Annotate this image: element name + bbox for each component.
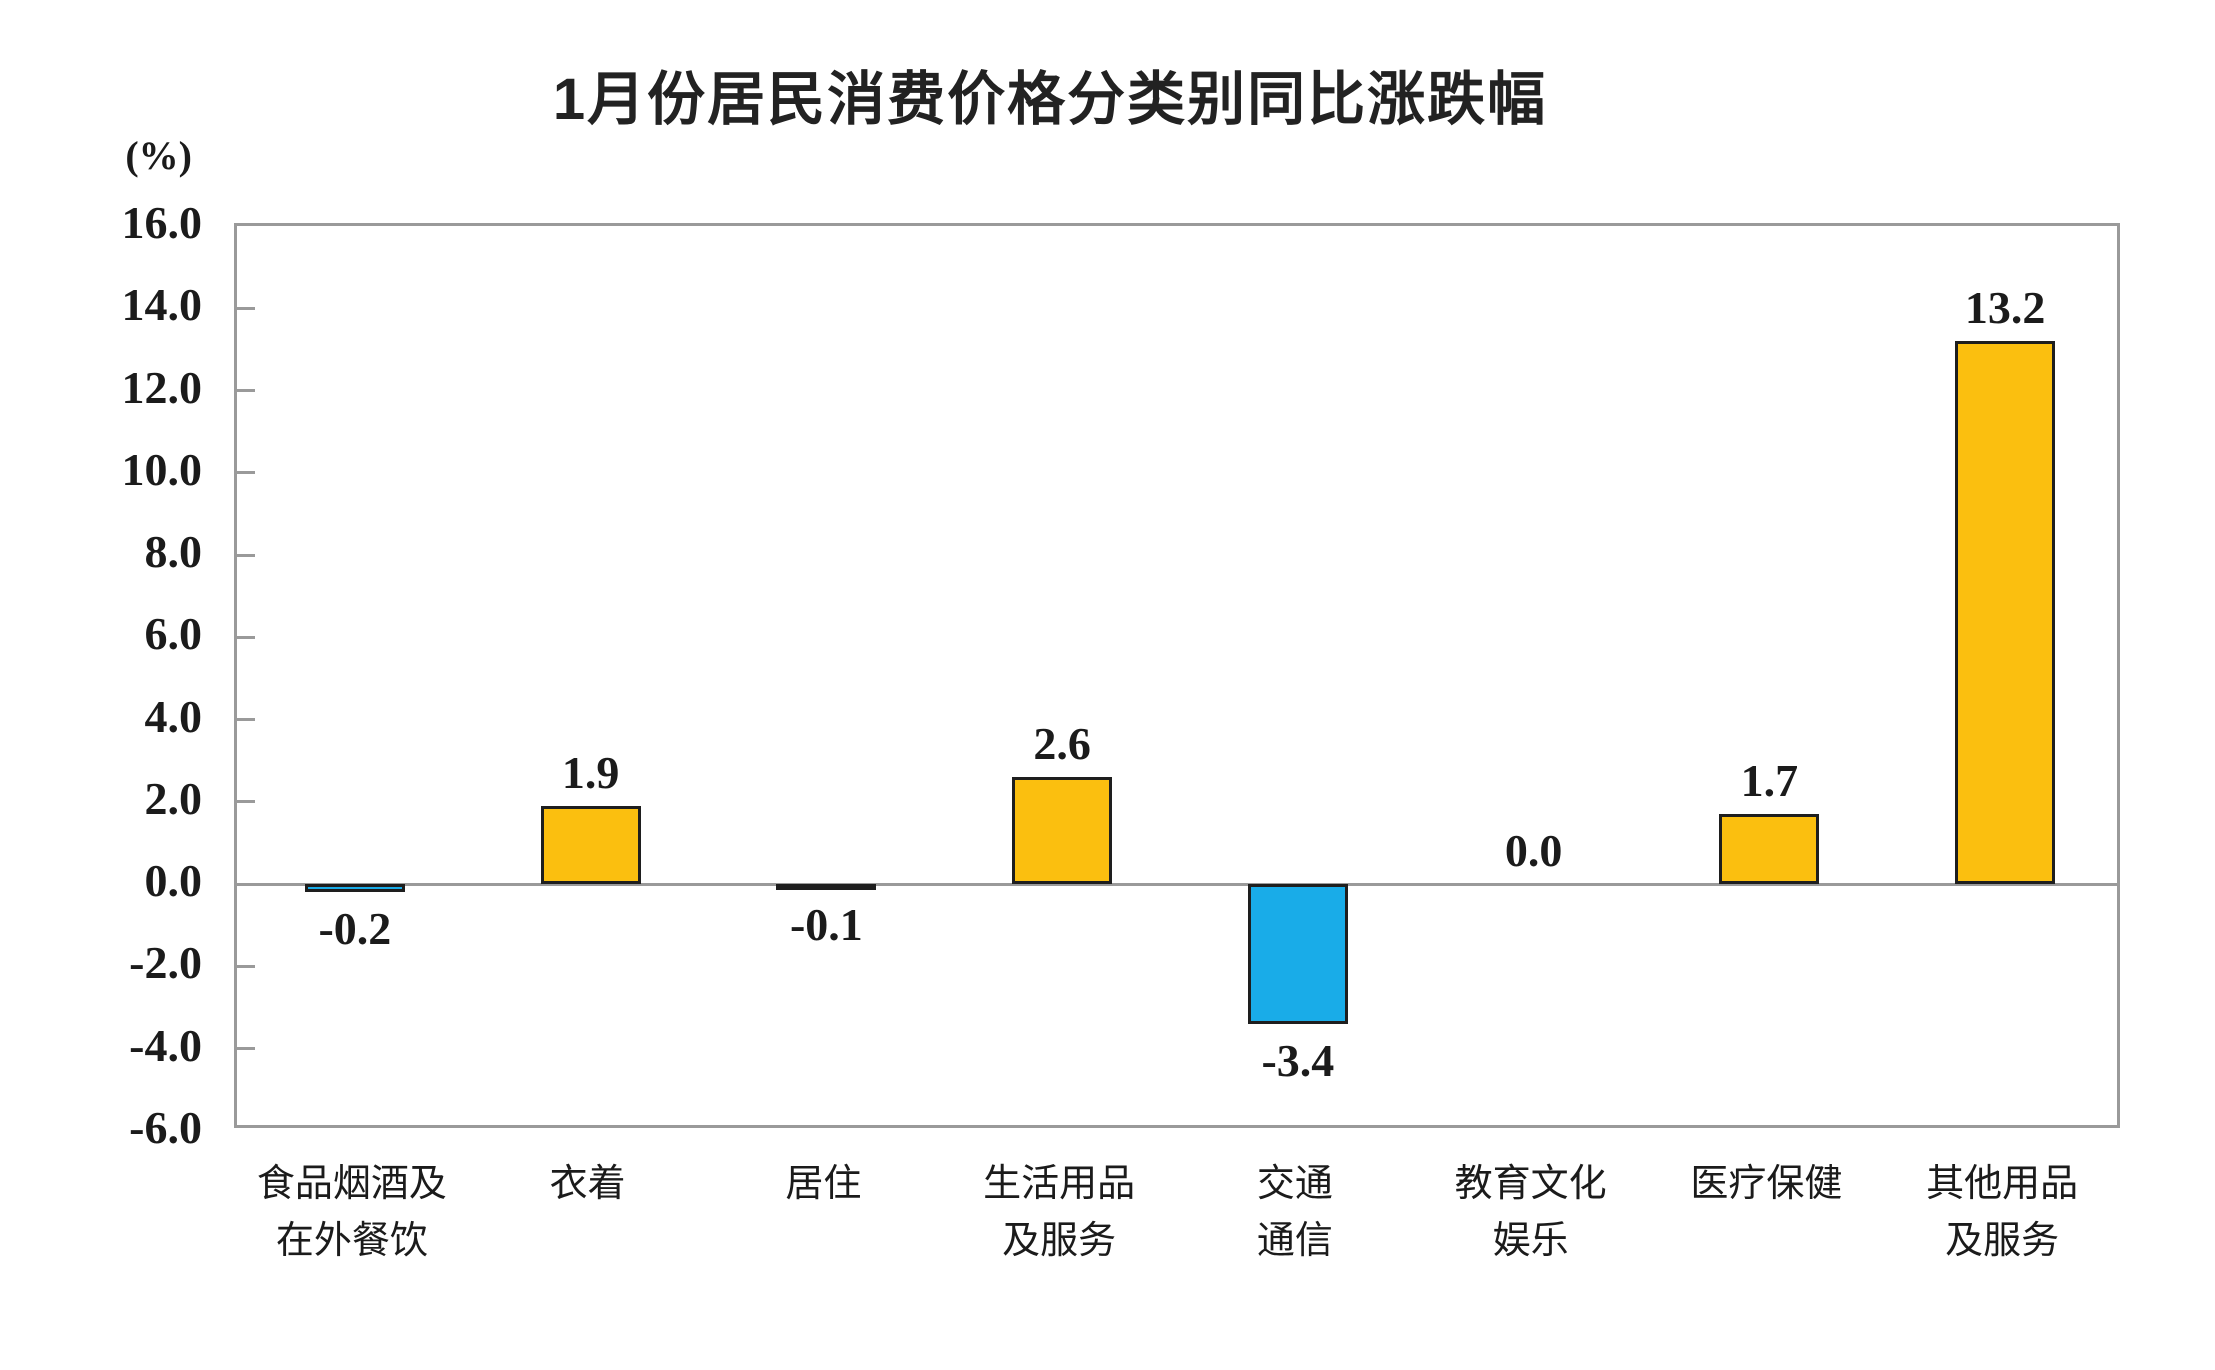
bar [1012,777,1113,885]
bar [540,806,641,885]
y-axis-tick-label: 2.0 [144,772,203,824]
y-axis-tick-label: -6.0 [129,1102,202,1153]
x-axis-category-label: 居住 [785,1163,862,1205]
x-axis-category-label: 食品烟酒及 在外餐饮 [256,1163,447,1262]
plot-area: -0.2 1.9 -0.1 2.6 -3.4 0.0 1.7 13.2 [234,223,2120,1128]
bar-value-label: 13.2 [1964,282,2046,334]
bar-value-label: -3.4 [1261,1035,1335,1087]
bar [1955,341,2056,885]
y-axis-tick-mark [237,882,255,886]
y-axis-tick-mark [237,635,255,639]
x-axis-category-label: 教育文化 娱乐 [1454,1163,1607,1262]
y-axis-tick-mark [237,306,255,310]
y-axis-unit-label: (%) [125,133,192,178]
x-axis-category-label: 交通 通信 [1256,1163,1333,1262]
bar [1719,814,1820,885]
y-axis-tick-label: 10.0 [121,443,203,495]
bar-value-label: -0.1 [789,899,863,951]
bar [304,884,405,893]
y-axis-tick-mark [237,718,255,722]
x-axis-category-label: 衣着 [549,1163,626,1205]
y-axis-tick-label: 4.0 [144,690,203,742]
y-axis-tick-label: 12.0 [121,361,203,413]
chart-title: 1月份居民消费价格分类别同比涨跌幅 [552,67,1548,132]
y-axis-tick-label: -4.0 [129,1019,202,1071]
bar-value-label: -0.2 [318,903,392,955]
bar-value-label: 2.6 [1033,718,1091,770]
x-axis-category-label: 医疗保健 [1690,1163,1843,1205]
bar [776,884,877,891]
bar-value-label: 0.0 [1504,825,1563,877]
zero-axis-line [237,882,2117,886]
y-axis-tick-mark [237,471,255,475]
y-axis-tick-mark [237,964,255,968]
y-axis-tick-label: 0.0 [144,855,203,907]
y-axis-tick-mark [237,553,255,557]
y-axis-tick-mark [237,389,255,393]
y-axis-tick-label: -2.0 [129,937,202,989]
y-axis-tick-mark [237,800,255,804]
x-axis-category-label: 生活用品 及服务 [983,1163,1136,1262]
y-axis-tick-label: 8.0 [144,526,203,578]
y-axis-tick-mark [237,1047,255,1051]
bar [1247,884,1348,1025]
bar-value-label: 1.9 [561,747,620,799]
y-axis-tick-label: 14.0 [121,279,203,331]
y-axis-tick-label: 16.0 [121,197,203,248]
x-axis-category-label: 其他用品 及服务 [1926,1163,2079,1262]
bar-value-label: 1.7 [1740,755,1799,807]
y-axis-tick-label: 6.0 [144,608,203,660]
